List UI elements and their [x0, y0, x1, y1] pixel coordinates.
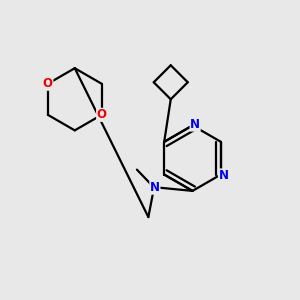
Text: N: N	[190, 118, 200, 131]
Text: N: N	[190, 118, 200, 131]
Text: O: O	[43, 77, 53, 90]
Text: N: N	[150, 181, 160, 194]
Text: N: N	[218, 169, 229, 182]
Text: O: O	[97, 108, 107, 121]
Text: N: N	[218, 169, 229, 182]
